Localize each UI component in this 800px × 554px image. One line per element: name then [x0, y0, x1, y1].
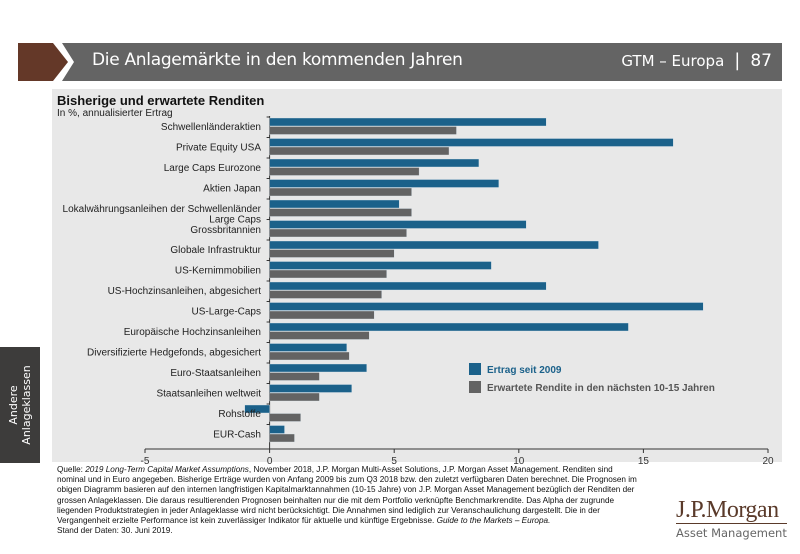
bar-expected [269, 167, 420, 176]
category-label: Rohstoffe [218, 409, 261, 420]
legend-swatch-historic [469, 363, 481, 375]
category-label: US-Kernimmobilien [175, 266, 261, 277]
category-label: Diversifizierte Hedgefonds, abgesichert [87, 348, 261, 359]
bar-historic [269, 363, 367, 373]
category-label: Grossbritannien [190, 225, 261, 236]
bar-expected [269, 228, 407, 238]
x-tick-label: 15 [638, 456, 650, 467]
bar-expected [269, 146, 450, 156]
bar-historic [269, 220, 527, 229]
bar-historic [269, 425, 285, 434]
legend-label: Ertrag seit 2009 [487, 365, 562, 376]
bar-historic [269, 384, 353, 393]
category-label: Lokalwährungsanleihen der Schwellenlände… [63, 204, 262, 215]
section-tab[interactable]: Andere Anlageklassen [0, 347, 40, 463]
header-right: GTM – Europa | 87 [621, 50, 772, 71]
source-note: Quelle: 2019 Long-Term Capital Market As… [57, 465, 637, 536]
bar-historic [269, 199, 400, 209]
category-label: US-Large-Caps [192, 307, 261, 318]
bar-expected [269, 351, 350, 361]
bar-historic [269, 261, 492, 270]
x-tick-label: 10 [513, 456, 525, 467]
bar-historic [269, 158, 480, 168]
header-separator: | [734, 50, 741, 71]
bar-expected [269, 249, 395, 258]
bar-historic [269, 281, 547, 291]
x-tick-label: 5 [391, 456, 397, 467]
legend-label: Erwartete Rendite in den nächsten 10-15 … [487, 383, 715, 394]
bar-expected [269, 310, 375, 320]
category-label: Schwellenländeraktien [161, 122, 261, 133]
bar-historic [269, 343, 348, 352]
page-title: Die Anlagemärkte in den kommenden Jahren [92, 50, 463, 70]
category-label: Europäische Hochzinsanleihen [124, 327, 261, 338]
category-label: Large Caps Eurozone [164, 163, 262, 174]
bar-historic [269, 322, 629, 332]
category-label: EUR-Cash [213, 430, 261, 441]
category-label: US-Hochzinsanleihen, abgesichert [108, 286, 262, 297]
bar-expected [269, 269, 387, 279]
category-label: Aktien Japan [203, 184, 261, 195]
bar-historic [269, 179, 500, 188]
page-number: 87 [750, 50, 772, 71]
x-tick-label: -5 [141, 456, 150, 467]
bar-historic [269, 240, 599, 250]
chart-subtitle: In %, annualisierter Ertrag [57, 108, 173, 119]
bar-expected [269, 208, 412, 217]
bar-expected [269, 372, 320, 381]
bar-expected [269, 433, 295, 443]
x-tick-label: 20 [762, 456, 774, 467]
chart-title: Bisherige und erwartete Renditen [57, 93, 265, 108]
header-bar [62, 43, 782, 81]
bar-historic [269, 117, 547, 127]
category-label: Staatsanleihen weltweit [156, 389, 261, 400]
bar-historic [269, 302, 704, 311]
category-label: Private Equity USA [176, 143, 261, 154]
jpmorgan-logo: J.P.Morgan Asset Management [676, 497, 787, 540]
bar-expected [269, 126, 457, 135]
bar-expected [269, 290, 382, 299]
category-label: Globale Infrastruktur [170, 245, 261, 256]
bar-expected [269, 392, 320, 402]
bar-expected [269, 413, 301, 422]
bar-historic [244, 404, 270, 414]
guide-label: GTM – Europa [621, 51, 725, 70]
bar-expected [269, 331, 370, 340]
category-label: Large Caps [209, 214, 261, 225]
legend-swatch-expected [469, 381, 481, 393]
bar-historic [269, 138, 674, 147]
x-tick-label: 0 [267, 456, 273, 467]
category-label: Euro-Staatsanleihen [170, 368, 261, 379]
bar-expected [269, 187, 412, 197]
